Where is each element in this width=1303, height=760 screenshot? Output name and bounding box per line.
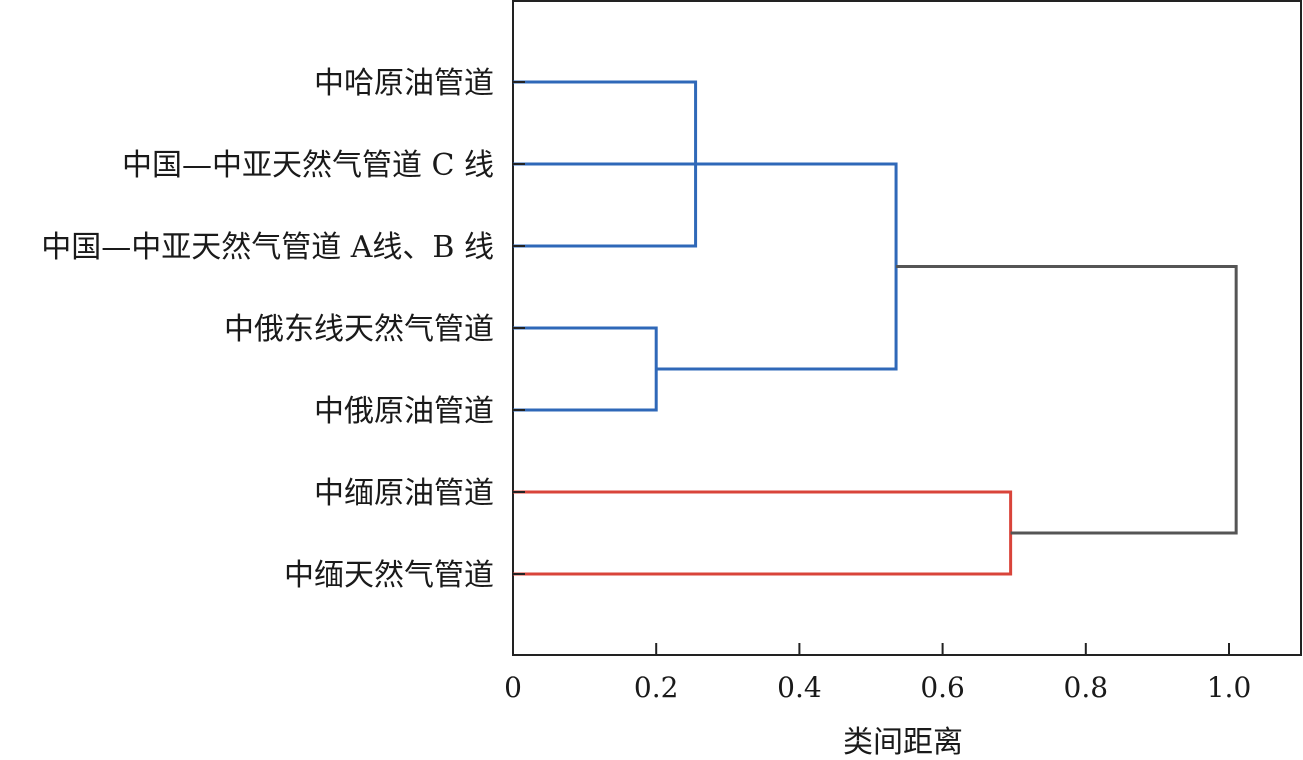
leaf-label: 中俄东线天然气管道 (224, 312, 494, 347)
x-tick-label: 1.0 (1207, 671, 1252, 704)
x-tick-label: 0.6 (920, 671, 965, 704)
x-axis-tick-labels: 0 0.2 0.4 0.6 0.8 1.0 (504, 671, 1251, 704)
leaf-label: 中缅天然气管道 (284, 558, 494, 593)
leaf-label: 中缅原油管道 (314, 476, 494, 511)
x-tick-label: 0.4 (777, 671, 822, 704)
dendrogram-link-m2 (513, 326, 658, 412)
leaf-label: 中国—中亚天然气管道 C 线 (122, 148, 494, 183)
x-tick-label: 0.2 (634, 671, 679, 704)
leaf-label: 中国—中亚天然气管道 A线、B 线 (41, 230, 494, 265)
dendrogram-link-m5 (896, 265, 1238, 535)
leaf-label: 中哈原油管道 (314, 66, 494, 101)
leaf-ticks (513, 81, 525, 575)
leaf-label: 中俄原油管道 (314, 394, 494, 429)
x-tick-label: 0 (504, 671, 522, 704)
x-axis-ticks (512, 643, 1230, 655)
dendrogram-links (513, 80, 1238, 576)
dendrogram-link-m3 (656, 162, 898, 371)
x-axis-title: 类间距离 (843, 725, 963, 760)
x-tick-label: 0.8 (1064, 671, 1109, 704)
dendrogram-link-m4 (513, 490, 1013, 576)
